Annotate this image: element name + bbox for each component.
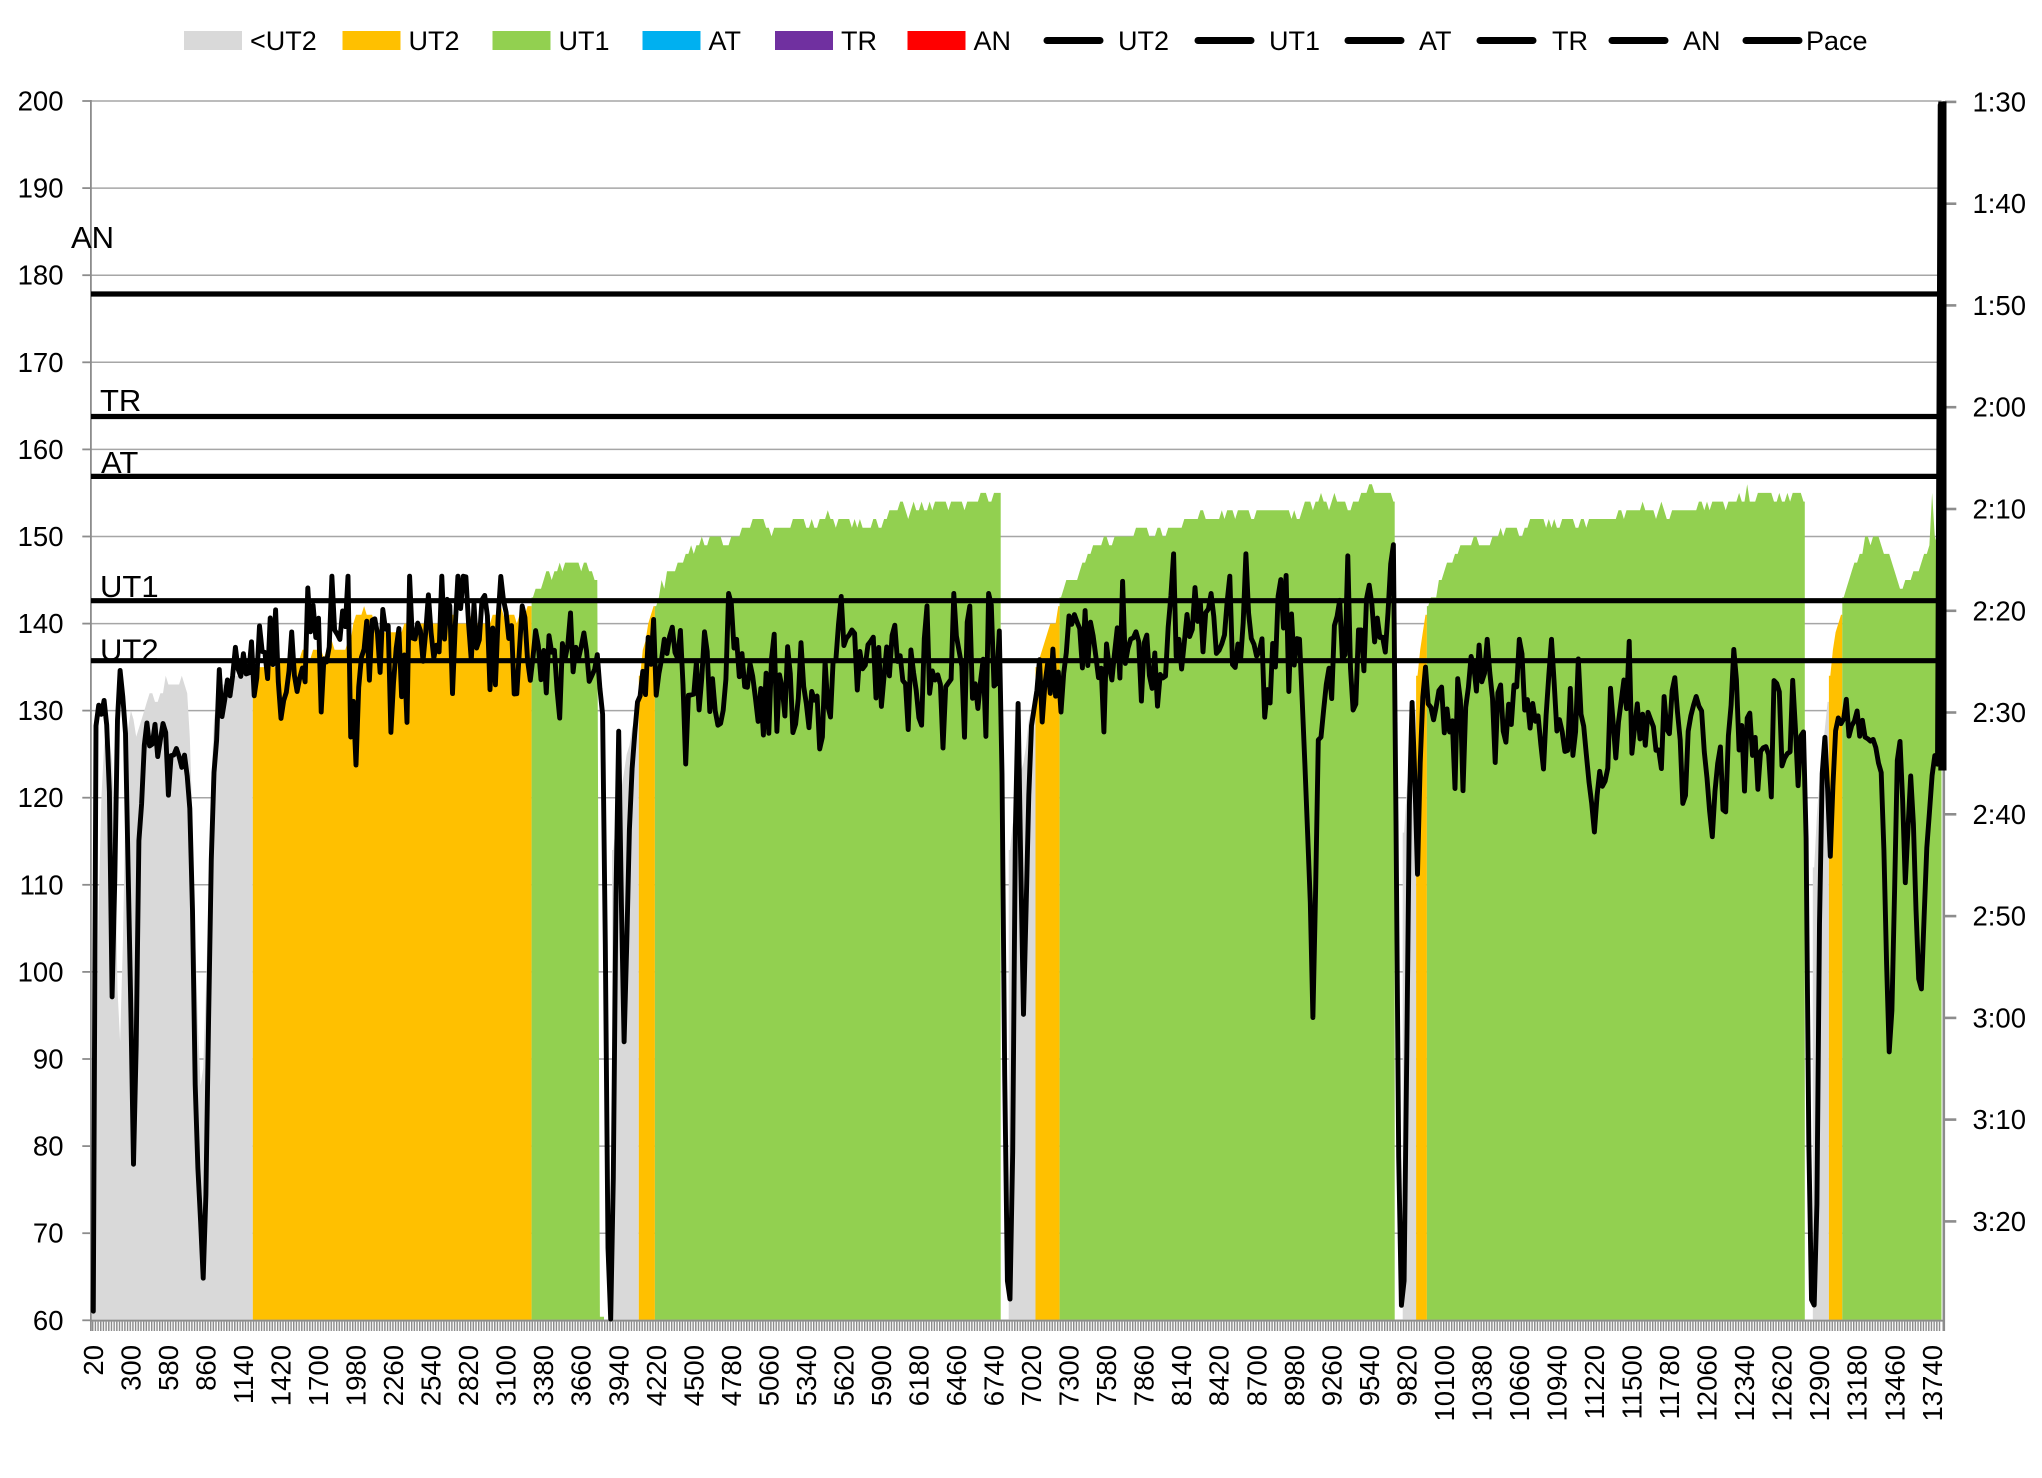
svg-text:AN: AN: [974, 26, 1012, 56]
svg-text:3:20: 3:20: [1973, 1206, 2027, 1237]
svg-text:8140: 8140: [1166, 1345, 1197, 1406]
svg-text:12060: 12060: [1692, 1345, 1723, 1421]
svg-text:7860: 7860: [1129, 1345, 1160, 1406]
svg-text:3:00: 3:00: [1973, 1002, 2027, 1033]
svg-text:UT1: UT1: [1269, 26, 1320, 56]
svg-text:3:10: 3:10: [1973, 1104, 2027, 1135]
svg-text:8980: 8980: [1279, 1345, 1310, 1406]
svg-text:3940: 3940: [603, 1345, 634, 1406]
svg-text:TR: TR: [100, 383, 141, 418]
svg-text:7580: 7580: [1091, 1345, 1122, 1406]
svg-text:150: 150: [18, 521, 64, 552]
svg-text:110: 110: [20, 869, 64, 900]
svg-text:10100: 10100: [1429, 1345, 1460, 1421]
svg-text:190: 190: [18, 173, 64, 204]
svg-text:3100: 3100: [491, 1345, 522, 1406]
svg-text:13180: 13180: [1842, 1345, 1873, 1421]
svg-text:200: 200: [18, 86, 64, 117]
svg-text:UT2: UT2: [1118, 26, 1169, 56]
svg-text:12900: 12900: [1804, 1345, 1835, 1421]
svg-text:10380: 10380: [1467, 1345, 1498, 1421]
svg-text:7300: 7300: [1054, 1345, 1085, 1406]
svg-text:UT1: UT1: [100, 569, 159, 604]
svg-text:5620: 5620: [828, 1345, 859, 1406]
svg-text:11500: 11500: [1617, 1345, 1648, 1419]
svg-text:80: 80: [33, 1131, 64, 1162]
svg-text:5060: 5060: [753, 1345, 784, 1406]
svg-text:UT2: UT2: [100, 633, 159, 668]
svg-text:1:30: 1:30: [1973, 86, 2027, 117]
svg-text:AT: AT: [1419, 26, 1452, 56]
svg-text:5340: 5340: [791, 1345, 822, 1406]
svg-text:2:00: 2:00: [1973, 392, 2027, 423]
svg-text:2260: 2260: [378, 1345, 409, 1406]
svg-text:160: 160: [18, 434, 64, 465]
svg-text:7020: 7020: [1016, 1345, 1047, 1406]
svg-text:12340: 12340: [1729, 1345, 1760, 1421]
svg-text:1:50: 1:50: [1973, 290, 2027, 321]
svg-text:140: 140: [18, 608, 64, 639]
svg-text:2540: 2540: [416, 1345, 447, 1406]
svg-text:120: 120: [18, 782, 64, 813]
svg-text:TR: TR: [1552, 26, 1588, 56]
svg-text:5900: 5900: [866, 1345, 897, 1406]
svg-text:UT1: UT1: [559, 26, 610, 56]
svg-text:13460: 13460: [1879, 1345, 1910, 1421]
svg-text:20: 20: [78, 1345, 109, 1376]
svg-text:6460: 6460: [941, 1345, 972, 1406]
svg-text:6740: 6740: [979, 1345, 1010, 1406]
svg-text:300: 300: [115, 1345, 146, 1391]
svg-text:TR: TR: [841, 26, 877, 56]
svg-text:3660: 3660: [566, 1345, 597, 1406]
svg-text:3380: 3380: [528, 1345, 559, 1406]
svg-text:4780: 4780: [716, 1345, 747, 1406]
svg-text:180: 180: [18, 260, 64, 291]
svg-text:2:50: 2:50: [1973, 901, 2027, 932]
svg-text:10940: 10940: [1542, 1345, 1573, 1421]
svg-text:2:10: 2:10: [1973, 494, 2027, 525]
svg-text:1700: 1700: [303, 1345, 334, 1406]
svg-text:6180: 6180: [904, 1345, 935, 1406]
svg-text:580: 580: [153, 1345, 184, 1391]
svg-text:8700: 8700: [1241, 1345, 1272, 1406]
svg-text:860: 860: [190, 1345, 221, 1391]
svg-text:1980: 1980: [341, 1345, 372, 1406]
svg-text:1420: 1420: [266, 1345, 297, 1406]
svg-text:AN: AN: [1683, 26, 1721, 56]
svg-text:1140: 1140: [228, 1345, 259, 1404]
svg-text:130: 130: [18, 695, 64, 726]
svg-text:UT2: UT2: [409, 26, 460, 56]
svg-text:8420: 8420: [1204, 1345, 1235, 1406]
svg-text:2:40: 2:40: [1973, 799, 2027, 830]
svg-text:AT: AT: [101, 445, 138, 480]
svg-text:AN: AN: [71, 220, 114, 255]
svg-text:11220: 11220: [1579, 1345, 1610, 1419]
svg-text:Pace: Pace: [1806, 26, 1868, 56]
svg-text:9540: 9540: [1354, 1345, 1385, 1406]
svg-text:4220: 4220: [641, 1345, 672, 1406]
svg-text:1:40: 1:40: [1973, 188, 2027, 219]
svg-text:60: 60: [33, 1305, 64, 1336]
svg-text:2:30: 2:30: [1973, 697, 2027, 728]
svg-text:9820: 9820: [1391, 1345, 1422, 1406]
svg-text:9260: 9260: [1316, 1345, 1347, 1406]
svg-text:90: 90: [33, 1044, 64, 1075]
svg-text:70: 70: [33, 1218, 64, 1249]
svg-text:170: 170: [18, 347, 64, 378]
svg-text:10660: 10660: [1504, 1345, 1535, 1421]
svg-text:11780: 11780: [1654, 1345, 1685, 1419]
svg-text:AT: AT: [709, 26, 742, 56]
svg-text:4500: 4500: [678, 1345, 709, 1406]
svg-text:100: 100: [18, 956, 64, 987]
svg-text:2:20: 2:20: [1973, 595, 2027, 626]
svg-text:2820: 2820: [453, 1345, 484, 1406]
svg-text:12620: 12620: [1767, 1345, 1798, 1421]
svg-text:<UT2: <UT2: [250, 26, 317, 56]
svg-text:13740: 13740: [1917, 1345, 1948, 1421]
